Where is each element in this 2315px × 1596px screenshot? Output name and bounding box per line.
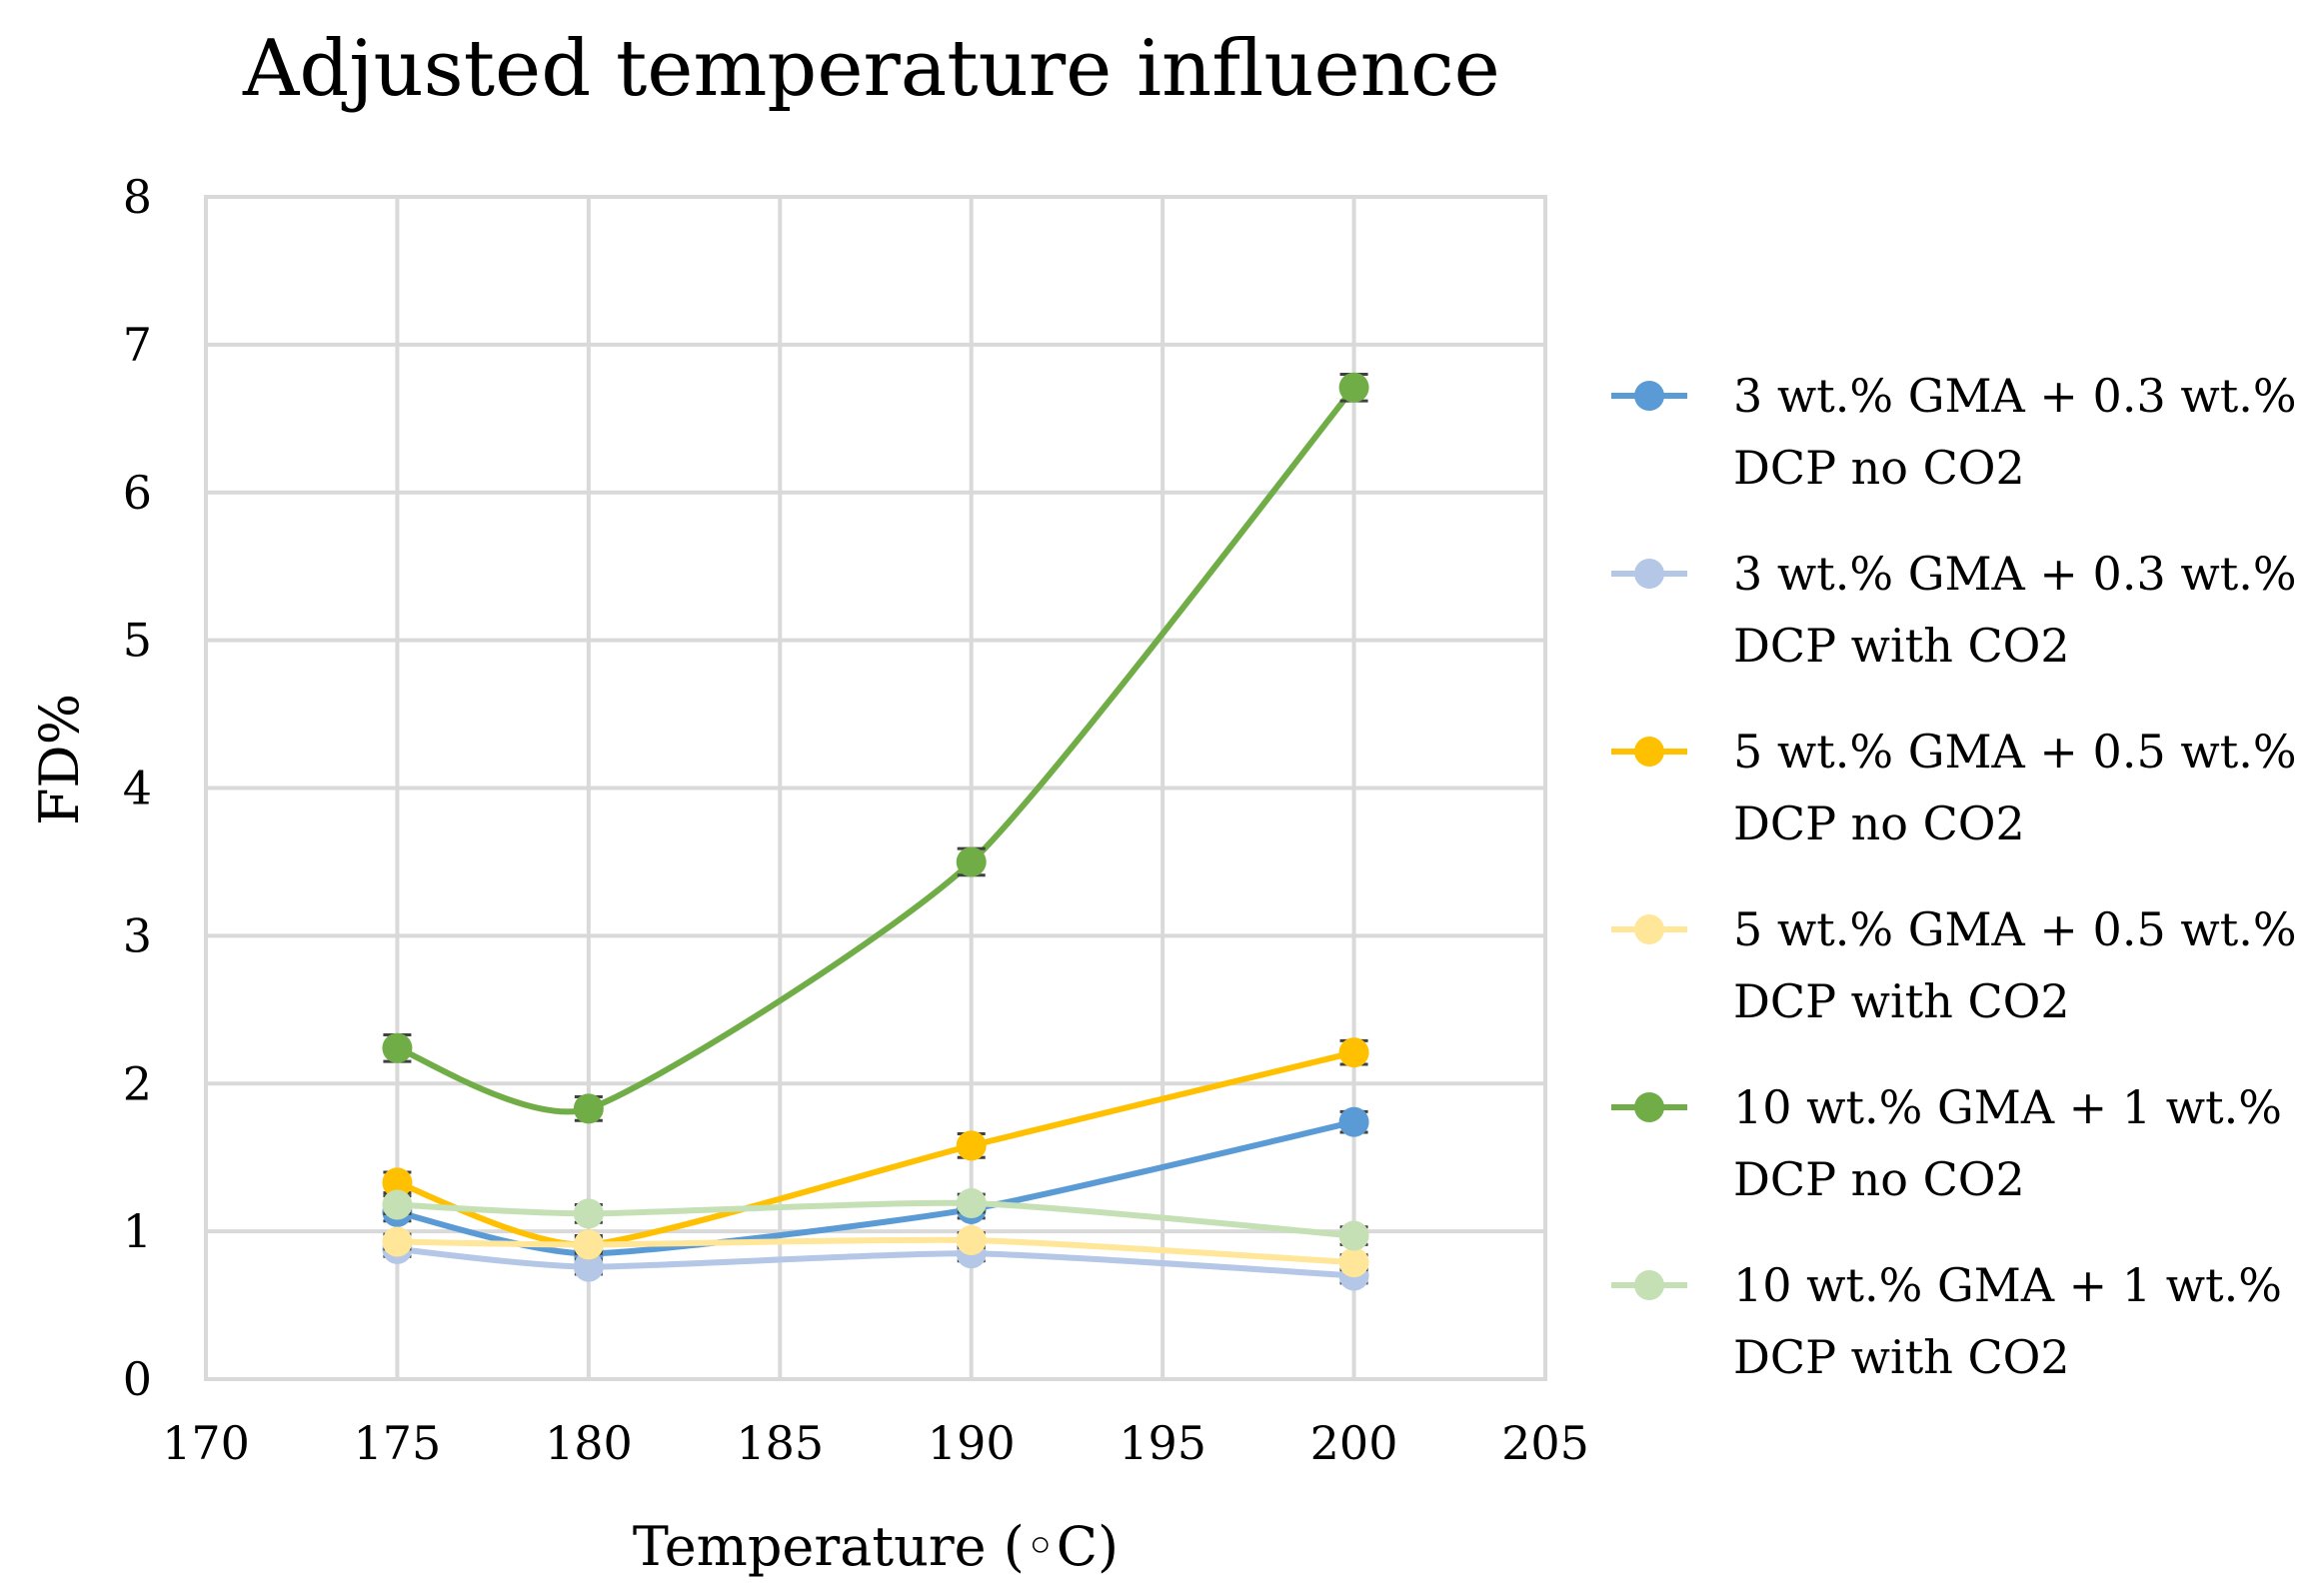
- data-point: [956, 1188, 987, 1219]
- legend-item: 3 wt.% GMA + 0.3 wt.% DCP no CO2: [1611, 369, 2297, 495]
- legend-item: 3 wt.% GMA + 0.3 wt.% DCP with CO2: [1611, 547, 2297, 673]
- x-axis-tick-labels: 170 175 180 185 190 195 200 205: [162, 1416, 1589, 1470]
- legend-swatch-marker: [1634, 1270, 1664, 1300]
- legend-item: 5 wt.% GMA + 0.5 wt.% DCP no CO2: [1611, 725, 2297, 850]
- x-tick-label: 175: [354, 1416, 442, 1470]
- y-tick-label: 1: [123, 1204, 152, 1258]
- gridlines: [204, 195, 1547, 1381]
- series-5: [382, 372, 1369, 1124]
- legend-label: DCP no CO2: [1733, 441, 2025, 495]
- legend-swatch-marker: [1634, 1092, 1664, 1122]
- series-line: [397, 1199, 1354, 1239]
- data-point: [382, 1167, 413, 1198]
- y-tick-label: 7: [123, 318, 152, 372]
- data-point: [1338, 1247, 1369, 1278]
- legend-label: DCP no CO2: [1733, 1152, 2025, 1206]
- data-point: [1338, 372, 1369, 403]
- legend-label: DCP with CO2: [1733, 1330, 2070, 1384]
- x-tick-label: 200: [1310, 1416, 1398, 1470]
- data-point: [1338, 1220, 1369, 1251]
- legend-item: 10 wt.% GMA + 1 wt.% DCP no CO2: [1611, 1080, 2282, 1206]
- legend-swatch-marker: [1634, 381, 1664, 411]
- legend-label: DCP no CO2: [1733, 797, 2025, 850]
- legend-label: DCP with CO2: [1733, 974, 2070, 1028]
- legend-label: 5 wt.% GMA + 0.5 wt.%: [1733, 902, 2297, 956]
- series-layer: [382, 372, 1369, 1291]
- series-6: [382, 1188, 1369, 1251]
- data-point: [1338, 1037, 1369, 1068]
- x-tick-label: 195: [1119, 1416, 1206, 1470]
- y-tick-label: 5: [123, 614, 152, 668]
- legend-swatch-marker: [1634, 914, 1664, 944]
- legend-label: 3 wt.% GMA + 0.3 wt.%: [1733, 547, 2297, 601]
- data-point: [573, 1198, 604, 1229]
- legend-swatch-marker: [1634, 737, 1664, 767]
- y-tick-label: 8: [123, 170, 152, 224]
- data-point: [382, 1226, 413, 1257]
- series-4: [382, 1224, 1369, 1278]
- y-axis-title: FD%: [28, 694, 91, 825]
- legend-label: DCP with CO2: [1733, 619, 2070, 673]
- data-point: [382, 1032, 413, 1063]
- y-tick-label: 2: [123, 1056, 152, 1110]
- data-point: [1338, 1106, 1369, 1137]
- legend-label: 5 wt.% GMA + 0.5 wt.%: [1733, 725, 2297, 779]
- data-point: [573, 1093, 604, 1124]
- legend-label: 3 wt.% GMA + 0.3 wt.%: [1733, 369, 2297, 423]
- series-line: [396, 385, 1356, 1115]
- y-tick-label: 6: [123, 466, 152, 520]
- chart-title: Adjusted temperature influence: [242, 24, 1500, 114]
- data-point: [573, 1251, 604, 1282]
- x-tick-label: 205: [1501, 1416, 1589, 1470]
- y-axis-tick-labels: 0 1 2 3 4 5 6 7 8: [123, 170, 152, 1406]
- data-point: [382, 1189, 413, 1220]
- y-tick-label: 0: [123, 1352, 152, 1406]
- legend-item: 10 wt.% GMA + 1 wt.% DCP with CO2: [1611, 1258, 2282, 1384]
- legend-label: 10 wt.% GMA + 1 wt.%: [1733, 1258, 2282, 1312]
- data-point: [573, 1229, 604, 1260]
- series-line: [397, 1245, 1354, 1279]
- y-tick-label: 4: [123, 762, 152, 815]
- data-point: [956, 1130, 987, 1161]
- legend-label: 10 wt.% GMA + 1 wt.%: [1733, 1080, 2282, 1134]
- y-tick-label: 3: [123, 908, 152, 962]
- data-point: [956, 846, 987, 877]
- series-line: [396, 1049, 1355, 1248]
- data-point: [956, 1224, 987, 1255]
- x-axis-title: Temperature (◦C): [633, 1515, 1119, 1578]
- x-tick-label: 190: [928, 1416, 1016, 1470]
- x-tick-label: 185: [736, 1416, 824, 1470]
- series-line: [397, 1236, 1354, 1266]
- x-tick-label: 180: [545, 1416, 633, 1470]
- x-tick-label: 170: [162, 1416, 250, 1470]
- legend-item: 5 wt.% GMA + 0.5 wt.% DCP with CO2: [1611, 902, 2297, 1028]
- legend-swatch-marker: [1634, 559, 1664, 589]
